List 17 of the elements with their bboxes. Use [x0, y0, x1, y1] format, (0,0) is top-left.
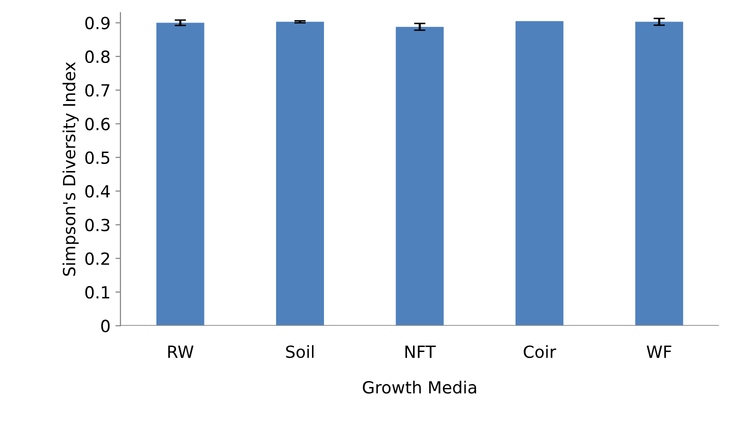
y-tick-label: 0.2 [85, 252, 110, 265]
y-tick-label: 0.4 [85, 185, 110, 198]
y-tick-label: 0.8 [85, 50, 110, 64]
y-tick-label: 0.3 [85, 218, 110, 232]
x-tick-label: NFT [405, 346, 436, 358]
y-tick-label: 0.5 [85, 151, 110, 164]
y-tick-label: 0.9 [85, 16, 110, 30]
y-tick-label: 0.7 [85, 84, 110, 97]
y-axis-title: Simpson's Diversity Index [62, 62, 79, 276]
x-tick-label: Soil [286, 345, 314, 358]
x-axis-title: Growth Media [362, 380, 476, 394]
x-tick-label: WF [646, 346, 672, 358]
y-tick-label: 0.6 [85, 118, 110, 130]
x-tick-label: RW [168, 346, 194, 358]
y-tick-label: 0 [101, 320, 110, 332]
y-tick-label: 0.1 [85, 286, 110, 299]
x-tick-label: Coir [524, 345, 556, 358]
